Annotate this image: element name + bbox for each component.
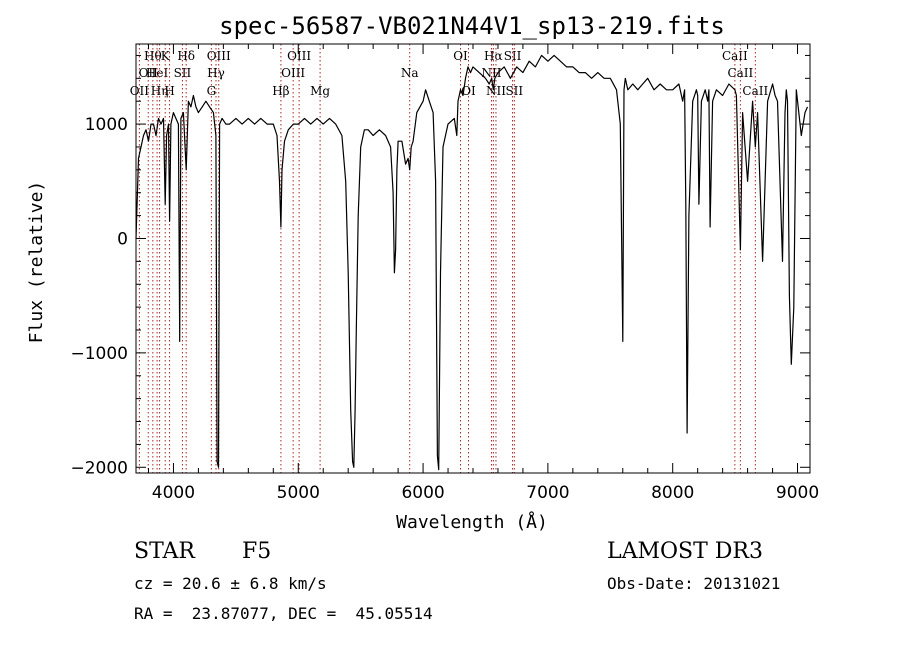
axis-ticks: 4000 5000 6000 7000 8000 9000 −2000 −1000 0 1000 (70, 44, 819, 503)
line-marker-label: Hθ (144, 49, 162, 63)
line-marker-label: OI (461, 84, 476, 98)
x-tick-label: 4000 (152, 483, 195, 503)
spectrum-line (135, 54, 809, 471)
line-marker-label: G (207, 84, 217, 98)
line-marker-label: SII (505, 84, 523, 98)
x-tick-label: 8000 (651, 483, 694, 503)
line-marker-label: CaII (742, 84, 768, 98)
line-marker-label: HeI (146, 66, 169, 80)
line-marker-label: Hη (151, 84, 169, 98)
line-marker-label: Hα (484, 49, 503, 63)
object-subclass: F5 (242, 539, 272, 564)
line-marker-label: OIII (287, 49, 311, 63)
line-marker-label: OIII (207, 49, 231, 63)
x-tick-label: 5000 (277, 483, 320, 503)
line-marker-label: K (161, 49, 171, 63)
x-tick-label: 7000 (526, 483, 569, 503)
x-tick-label: 6000 (401, 483, 444, 503)
y-axis-label: Flux (relative) (26, 181, 47, 344)
line-marker-label: H (164, 84, 174, 98)
line-marker-label: OII (130, 84, 150, 98)
line-marker-label: CaII (727, 66, 753, 80)
line-marker-label: Na (401, 66, 419, 80)
obs-date-text: Obs-Date: 20131021 (607, 574, 781, 593)
line-marker-label: OIII (281, 66, 305, 80)
survey-name: LAMOST DR3 (607, 539, 763, 564)
line-marker-label: SII (174, 66, 192, 80)
redshift-text: cz = 20.6 ± 6.8 km/s (134, 574, 327, 593)
chart-title: spec-56587-VB021N44V1_sp13-219.fits (219, 12, 725, 40)
line-marker-label: NII (481, 66, 501, 80)
line-markers: OIIOIIHθHeIHηKHSIIHδGHγOIIIHβOIIIOIIIMgN… (130, 44, 768, 473)
y-tick-label: 0 (117, 229, 128, 249)
line-marker-label: Mg (310, 84, 330, 98)
line-marker-label: SII (504, 49, 522, 63)
line-marker-label: NII (486, 84, 506, 98)
coordinates-text: RA = 23.87077, DEC = 45.05514 (134, 604, 433, 623)
y-tick-label: 1000 (85, 115, 128, 135)
y-tick-label: −2000 (70, 458, 128, 478)
x-axis-label: Wavelength (Å) (396, 511, 548, 533)
y-tick-label: −1000 (70, 344, 128, 364)
x-tick-label: 9000 (776, 483, 819, 503)
line-marker-label: Hβ (272, 84, 289, 98)
line-marker-label: CaII (722, 49, 748, 63)
line-marker-label: Hδ (177, 49, 195, 63)
object-class: STAR (134, 539, 195, 564)
line-marker-label: Hγ (207, 66, 225, 80)
line-marker-label: OI (453, 49, 468, 63)
